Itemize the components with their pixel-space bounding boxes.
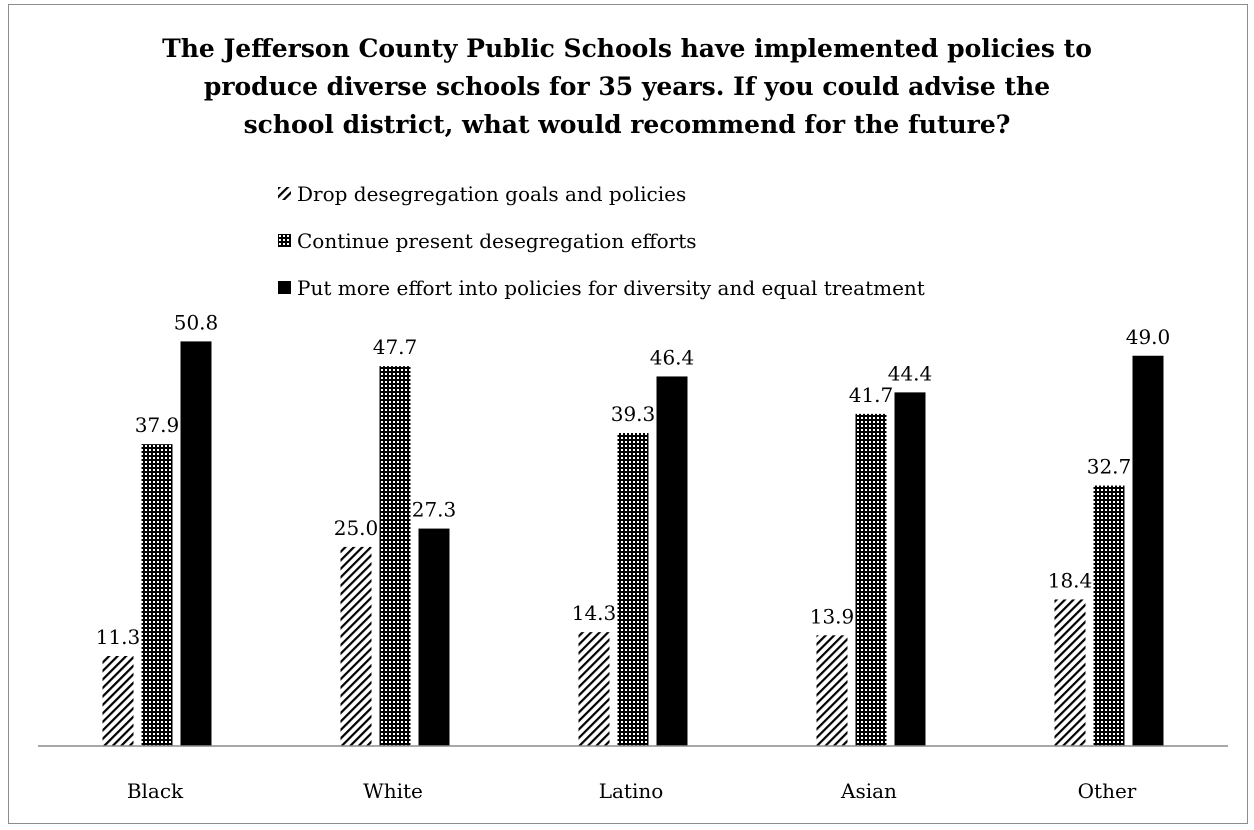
bar	[1132, 355, 1164, 746]
bar	[1054, 599, 1086, 746]
bar	[1093, 485, 1125, 746]
data-label: 39.3	[611, 402, 656, 426]
data-label: 50.8	[174, 310, 219, 334]
legend-item-continue: Continue present desegregation efforts	[278, 217, 925, 264]
data-label: 49.0	[1126, 325, 1171, 349]
x-tick-label: White	[363, 779, 423, 803]
data-label: 47.7	[373, 335, 418, 359]
bar	[855, 413, 887, 746]
x-tick-label: Black	[127, 779, 184, 803]
data-label: 25.0	[334, 516, 379, 540]
legend-swatch-dots	[278, 234, 291, 247]
bar	[578, 632, 610, 746]
bar	[656, 376, 688, 746]
data-label: 41.7	[849, 383, 894, 407]
value-labels-group: 11.3 37.9 50.8 25.0 47.7 27.3 14.3 39.3 46.4 13.9…	[96, 310, 1171, 649]
x-tick-labels-group: Black White Latino Asian Other	[127, 779, 1137, 803]
data-label: 11.3	[96, 625, 141, 649]
data-label: 46.4	[650, 345, 695, 369]
x-tick-label: Asian	[840, 779, 897, 803]
data-label: 27.3	[412, 498, 457, 522]
legend-swatch-solid	[278, 281, 291, 294]
bar	[816, 635, 848, 746]
data-label: 37.9	[135, 413, 180, 437]
data-label: 32.7	[1087, 455, 1132, 479]
data-label: 14.3	[572, 601, 617, 625]
legend-label: Put more effort into policies for divers…	[297, 275, 925, 300]
legend: Drop desegregation goals and policies Co…	[278, 170, 925, 311]
bar	[894, 392, 926, 746]
bar	[418, 528, 450, 746]
bars-group	[102, 341, 1164, 746]
data-label: 44.4	[888, 361, 933, 385]
legend-item-more-effort: Put more effort into policies for divers…	[278, 264, 925, 311]
chart-title: The Jefferson County Public Schools have…	[162, 34, 1092, 139]
x-tick-label: Latino	[599, 779, 664, 803]
bar	[617, 433, 649, 746]
bar	[180, 341, 212, 746]
legend-item-drop: Drop desegregation goals and policies	[278, 170, 925, 217]
data-label: 13.9	[810, 604, 855, 628]
bar	[141, 444, 173, 746]
bar	[102, 656, 134, 746]
legend-label: Drop desegregation goals and policies	[297, 181, 687, 206]
legend-swatch-hatch	[278, 187, 291, 200]
bar	[379, 366, 411, 746]
bar	[340, 546, 372, 746]
data-label: 18.4	[1048, 568, 1093, 592]
legend-label: Continue present desegregation efforts	[297, 228, 697, 253]
x-tick-label: Other	[1078, 779, 1137, 803]
